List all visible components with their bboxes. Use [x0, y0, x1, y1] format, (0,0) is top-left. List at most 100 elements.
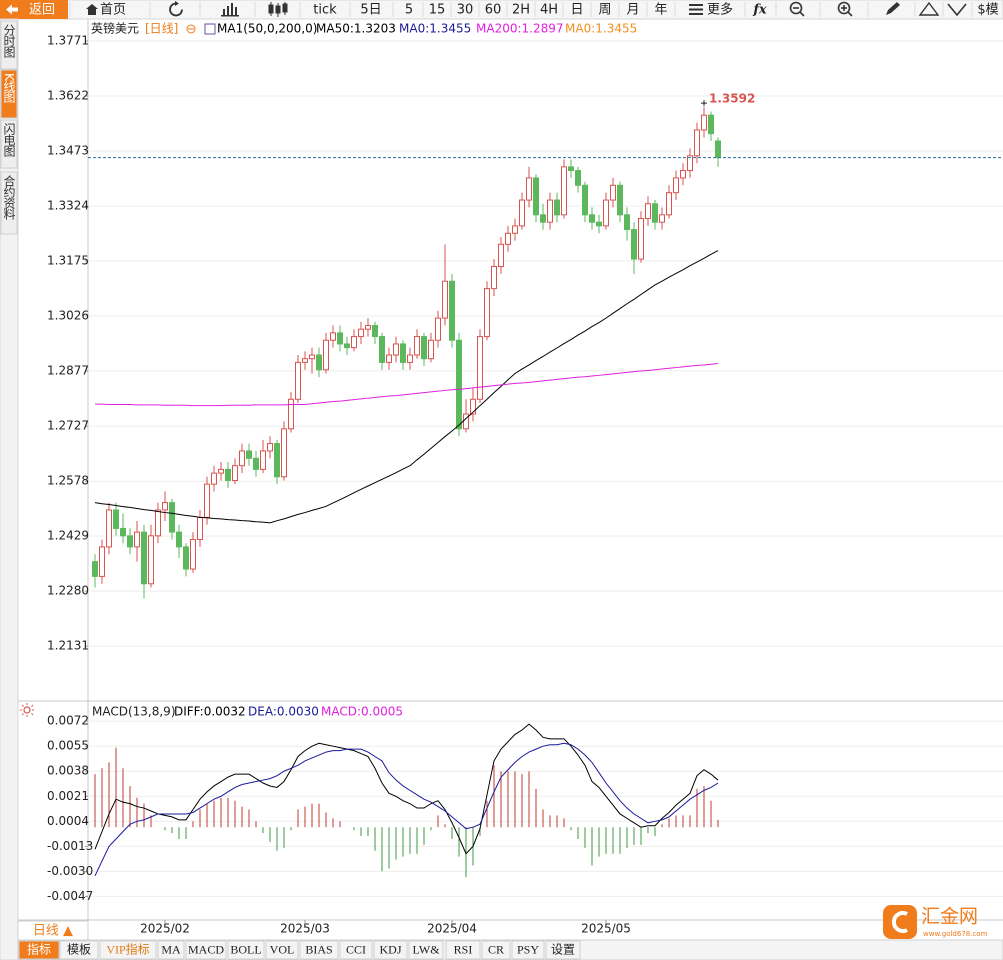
bottom-tab[interactable]: 设置: [551, 942, 575, 956]
toolbar-button[interactable]: tick: [313, 3, 337, 18]
pencil-icon[interactable]: [886, 2, 900, 15]
back-button[interactable]: [0, 0, 68, 19]
bottom-tab-bg[interactable]: [227, 940, 265, 960]
x-tick-label: 2025/05: [581, 922, 631, 936]
bottom-tab[interactable]: PSY: [517, 942, 539, 956]
plots: 1.3771 1.3622 1.3473 1.3324 1.3175 1.3026 1.28…: [47, 21, 1003, 936]
candle-body: [512, 225, 518, 234]
candle-body: [631, 229, 637, 260]
bottom-tab-bg[interactable]: [265, 940, 299, 960]
bottom-tab-bg[interactable]: [545, 940, 581, 960]
bar-chart-icon[interactable]: [221, 3, 239, 17]
zoom-in-icon[interactable]: [837, 1, 853, 17]
toolbar-button[interactable]: 首页: [100, 3, 126, 18]
side-tab[interactable]: 合约资料: [2, 174, 16, 220]
toolbar-button[interactable]: 年: [654, 3, 667, 18]
bottom-tab-bg[interactable]: [185, 940, 227, 960]
toolbar-button[interactable]: 60: [485, 3, 502, 18]
candle-body: [106, 509, 112, 548]
candle-body: [659, 214, 665, 223]
chart-subtitle: [日线]: [145, 22, 178, 36]
bottom-tab[interactable]: RSI: [454, 942, 473, 956]
candle-body: [400, 343, 406, 363]
side-tab[interactable]: 分时图: [2, 24, 16, 58]
zoom-out-icon[interactable]: [789, 1, 805, 17]
bottom-tab[interactable]: BOLL: [230, 942, 261, 956]
triangle-icon[interactable]: [918, 1, 940, 16]
candle-body: [477, 336, 483, 400]
high-marker: [701, 100, 707, 107]
side-tab-bg[interactable]: [0, 171, 18, 235]
candle-body: [526, 177, 532, 201]
bottom-tab-bg[interactable]: [157, 940, 185, 960]
bottom-tab-bg[interactable]: [481, 940, 511, 960]
legend-entry: DIFF:0.0032: [174, 705, 246, 719]
home-icon[interactable]: [86, 4, 98, 15]
candle-body: [617, 184, 623, 216]
candle-body: [295, 361, 301, 400]
candle-body: [645, 203, 651, 220]
period-label[interactable]: 日线 ▲: [33, 924, 73, 939]
legend-toggle[interactable]: [186, 24, 196, 34]
toolbar-button[interactable]: fx: [752, 3, 767, 18]
bottom-tab-bg[interactable]: [299, 940, 339, 960]
candle-body: [169, 502, 175, 533]
candle-body: [393, 343, 399, 356]
toolbar-button[interactable]: 月: [626, 3, 639, 18]
bottom-tab[interactable]: VOL: [270, 942, 295, 956]
candle-body: [365, 325, 371, 330]
bottom-tab[interactable]: MA: [161, 942, 181, 956]
toolbar-button[interactable]: 5日: [360, 3, 381, 18]
bottom-tab-bg[interactable]: [339, 940, 373, 960]
candle-body: [134, 531, 140, 548]
candle-icon[interactable]: [268, 2, 288, 17]
toolbar-button[interactable]: 周: [598, 3, 611, 18]
candle-body: [92, 561, 98, 577]
bottom-tab[interactable]: KDJ: [379, 942, 401, 956]
bottom-tab[interactable]: BIAS: [305, 942, 332, 956]
legend-icon[interactable]: [204, 23, 216, 35]
candle-body: [183, 546, 189, 570]
bottom-tab-bg[interactable]: [445, 940, 481, 960]
bottom-tab[interactable]: CCI: [346, 942, 366, 956]
bottom-tab-bg[interactable]: [373, 940, 408, 960]
bottom-tab[interactable]: 指标: [27, 941, 51, 956]
side-tab-bg[interactable]: [0, 119, 18, 169]
y-tick-label: -0.0030: [47, 864, 93, 878]
candle-body: [239, 450, 245, 467]
bottom-tab[interactable]: MACD: [188, 942, 224, 956]
toolbar-button[interactable]: 5: [405, 3, 413, 18]
side-tab-bg[interactable]: [0, 20, 18, 70]
refresh-icon[interactable]: [169, 2, 183, 17]
candle-body: [568, 166, 574, 172]
side-tab[interactable]: 闪电图: [2, 123, 16, 157]
bottom-tab-bg[interactable]: [99, 940, 157, 960]
side-tab[interactable]: K线图: [2, 73, 16, 102]
y-tick-label: -0.0047: [47, 889, 93, 903]
toolbar-button[interactable]: 30: [457, 3, 474, 18]
bottom-tab[interactable]: LW&: [412, 942, 440, 956]
candle-body: [484, 288, 490, 338]
bottom-tab-bg[interactable]: [18, 940, 60, 960]
check-icon[interactable]: [947, 3, 967, 17]
toolbar-button[interactable]: $模: [977, 3, 998, 18]
y-tick-label: 1.2280: [47, 584, 89, 598]
toolbar-button[interactable]: 2H: [512, 3, 530, 18]
toolbar-button[interactable]: 返回: [29, 3, 55, 18]
toolbar-button[interactable]: 日: [570, 3, 583, 18]
candle-body: [596, 221, 602, 227]
side-tab-bg[interactable]: [0, 69, 18, 119]
bottom-tab[interactable]: 模板: [67, 942, 91, 956]
menu-icon[interactable]: [689, 4, 703, 15]
bottom-tab[interactable]: VIP指标: [106, 941, 149, 956]
bottom-tab-bg[interactable]: [59, 940, 99, 960]
y-tick-label: 1.3473: [47, 143, 89, 157]
legend-entry: MA1(50,0,200,0): [217, 22, 317, 36]
bottom-tab-bg[interactable]: [408, 940, 444, 960]
toolbar-button[interactable]: 15: [429, 3, 446, 18]
bottom-tab-bg[interactable]: [511, 940, 545, 960]
bottom-tab[interactable]: CR: [488, 942, 504, 956]
toolbar-button[interactable]: 更多: [707, 2, 733, 18]
candle-body: [449, 280, 455, 341]
toolbar-button[interactable]: 4H: [540, 3, 558, 18]
